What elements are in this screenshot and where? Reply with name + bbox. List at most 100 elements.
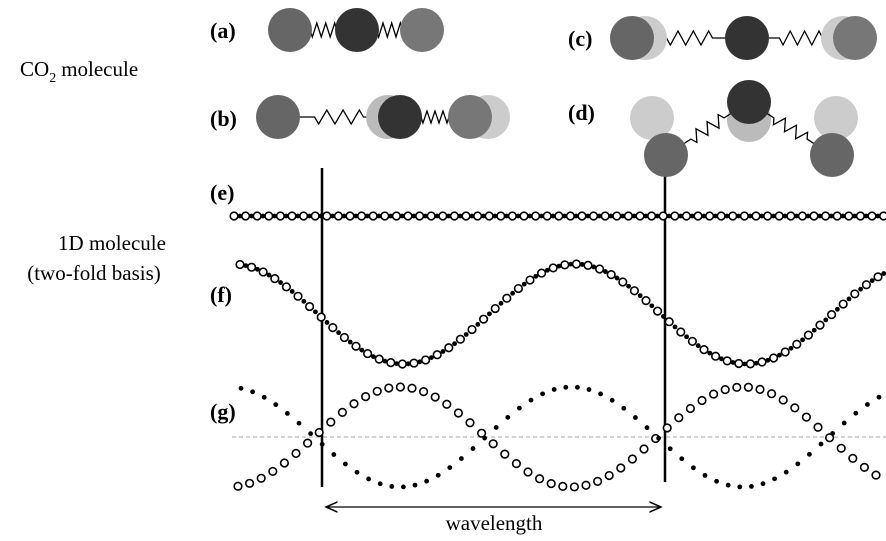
filled-atom bbox=[394, 361, 399, 367]
open-atom bbox=[745, 359, 756, 369]
open-atom bbox=[484, 211, 494, 221]
filled-atom bbox=[434, 213, 440, 219]
filled-atom bbox=[800, 337, 805, 343]
filled-atom bbox=[865, 402, 870, 407]
open-atom bbox=[455, 334, 466, 344]
panel-label: (b) bbox=[210, 106, 237, 131]
open-atom bbox=[708, 389, 719, 399]
open-atom bbox=[488, 439, 498, 449]
open-atom bbox=[314, 427, 324, 438]
open-atom bbox=[801, 412, 812, 422]
filled-atom bbox=[830, 431, 835, 436]
open-atom bbox=[536, 268, 547, 278]
filled-atom bbox=[481, 213, 486, 219]
open-atom bbox=[850, 289, 860, 299]
open-atom bbox=[569, 482, 580, 492]
open-atom bbox=[720, 385, 730, 395]
open-atom bbox=[357, 211, 367, 221]
open-atom bbox=[681, 211, 692, 221]
filled-atom bbox=[515, 213, 521, 219]
filled-atom bbox=[835, 306, 840, 312]
filled-atom bbox=[782, 213, 788, 219]
open-atom bbox=[879, 211, 886, 221]
spring bbox=[400, 108, 470, 126]
open-atom bbox=[790, 403, 800, 413]
atom bbox=[814, 96, 858, 140]
filled-atom bbox=[266, 272, 272, 278]
filled-atom bbox=[633, 415, 638, 420]
atom bbox=[378, 95, 422, 139]
filled-atom bbox=[805, 213, 811, 219]
atom bbox=[810, 133, 854, 177]
filled-atom bbox=[446, 213, 451, 219]
open-atom bbox=[786, 211, 796, 221]
filled-atom bbox=[853, 410, 859, 416]
filled-atom bbox=[649, 303, 655, 309]
filled-atom bbox=[371, 354, 376, 359]
open-atom bbox=[275, 211, 286, 221]
filled-atom bbox=[575, 384, 580, 390]
filled-atom bbox=[788, 345, 794, 351]
open-atom bbox=[363, 348, 373, 359]
filled-atom bbox=[505, 414, 511, 420]
filled-atom bbox=[689, 213, 695, 219]
open-atom bbox=[815, 320, 825, 330]
open-atom bbox=[496, 211, 506, 221]
filled-atom bbox=[667, 446, 673, 452]
open-atom bbox=[233, 481, 243, 491]
open-atom bbox=[333, 211, 344, 221]
open-atom bbox=[832, 211, 842, 221]
open-atom bbox=[415, 211, 425, 221]
filled-atom bbox=[714, 478, 719, 484]
filled-atom bbox=[261, 394, 267, 400]
filled-atom bbox=[655, 213, 660, 219]
filled-atom bbox=[452, 341, 457, 347]
open-atom bbox=[477, 428, 487, 438]
open-atom bbox=[768, 353, 779, 363]
open-atom bbox=[697, 395, 707, 406]
open-atom bbox=[704, 211, 715, 221]
open-atom bbox=[604, 470, 614, 481]
filled-atom bbox=[621, 405, 627, 411]
open-atom bbox=[710, 351, 721, 361]
spring bbox=[748, 101, 833, 156]
open-atom bbox=[397, 359, 408, 369]
filled-atom bbox=[273, 402, 279, 408]
molecule-label: 1D molecule bbox=[58, 231, 166, 255]
filled-atom bbox=[388, 213, 393, 219]
open-atom bbox=[848, 453, 858, 463]
open-atom bbox=[316, 312, 326, 322]
filled-atom bbox=[579, 262, 585, 267]
filled-atom bbox=[747, 213, 753, 219]
filled-atom bbox=[475, 322, 481, 327]
filled-atom bbox=[366, 476, 371, 482]
open-atom bbox=[372, 386, 382, 396]
open-atom bbox=[465, 418, 475, 428]
panel-label: (a) bbox=[210, 18, 236, 43]
open-atom bbox=[774, 211, 784, 221]
filled-atom bbox=[603, 269, 608, 274]
panel-label: (c) bbox=[568, 26, 592, 51]
filled-atom bbox=[591, 264, 597, 270]
atom bbox=[610, 16, 654, 60]
open-atom bbox=[755, 384, 765, 395]
filled-atom bbox=[238, 385, 244, 391]
open-atom bbox=[421, 355, 431, 365]
open-atom bbox=[426, 211, 436, 221]
open-atom bbox=[310, 211, 320, 221]
open-atom bbox=[792, 339, 802, 349]
filled-atom bbox=[545, 267, 550, 273]
filled-atom bbox=[620, 213, 625, 219]
open-atom bbox=[751, 211, 761, 221]
co2-label: CO2 molecule bbox=[20, 57, 138, 86]
panel-label: (d) bbox=[568, 100, 595, 125]
open-atom bbox=[519, 211, 529, 221]
filled-atom bbox=[429, 355, 434, 361]
filled-atom bbox=[250, 389, 256, 395]
open-atom bbox=[322, 211, 332, 221]
filled-atom bbox=[556, 263, 562, 269]
open-atom bbox=[778, 395, 788, 405]
open-atom bbox=[449, 211, 460, 221]
filled-atom bbox=[504, 213, 509, 219]
filled-atom bbox=[725, 482, 731, 488]
